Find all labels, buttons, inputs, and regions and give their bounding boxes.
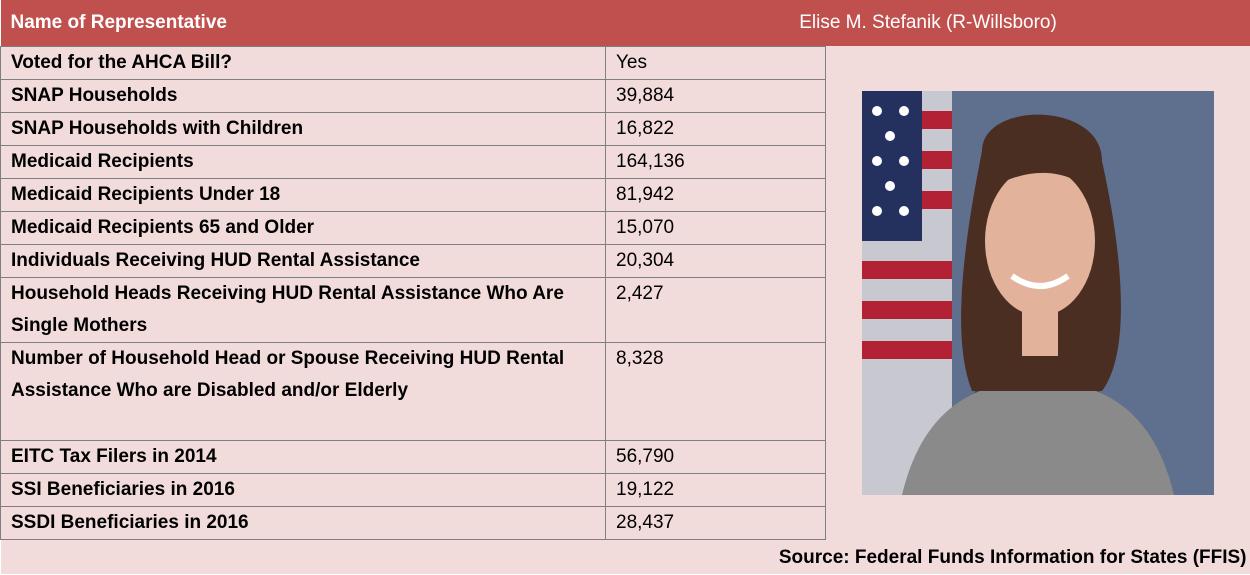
source-row: Source: Federal Funds Information for St… [1, 539, 1250, 574]
header-label: Name of Representative [1, 0, 606, 46]
header-value: Elise M. Stefanik (R-Willsboro) [606, 0, 1250, 46]
row-label: SSI Beneficiaries in 2016 [1, 473, 606, 506]
row-label: Number of Household Head or Spouse Recei… [1, 342, 606, 440]
page: {"header": {"label": "Name of Representa… [0, 0, 1250, 575]
source-note: Source: Federal Funds Information for St… [1, 539, 1250, 574]
row-value: 2,427 [606, 277, 826, 342]
row-label: SNAP Households with Children [1, 112, 606, 145]
row-label: Voted for the AHCA Bill? [1, 46, 606, 79]
row-label: Household Heads Receiving HUD Rental Ass… [1, 277, 606, 342]
row-value: 56,790 [606, 440, 826, 473]
row-value: 39,884 [606, 79, 826, 112]
row-label: Medicaid Recipients Under 18 [1, 178, 606, 211]
row-label: SNAP Households [1, 79, 606, 112]
row-value: 20,304 [606, 244, 826, 277]
header-row: Name of Representative Elise M. Stefanik… [1, 0, 1250, 46]
row-value: 8,328 [606, 342, 826, 440]
row-value: 16,822 [606, 112, 826, 145]
row-value: 81,942 [606, 178, 826, 211]
row-label: Individuals Receiving HUD Rental Assista… [1, 244, 606, 277]
row-label: Medicaid Recipients [1, 145, 606, 178]
row-value: Yes [606, 46, 826, 79]
representative-photo [862, 91, 1214, 495]
photo-cell [826, 46, 1250, 539]
row-value: 164,136 [606, 145, 826, 178]
data-table: Name of Representative Elise M. Stefanik… [0, 0, 1250, 574]
row-value: 19,122 [606, 473, 826, 506]
row-label: Medicaid Recipients 65 and Older [1, 211, 606, 244]
table-row: Voted for the AHCA Bill?Yes [1, 46, 1250, 79]
row-label: EITC Tax Filers in 2014 [1, 440, 606, 473]
row-value: 28,437 [606, 506, 826, 539]
row-label: SSDI Beneficiaries in 2016 [1, 506, 606, 539]
row-value: 15,070 [606, 211, 826, 244]
